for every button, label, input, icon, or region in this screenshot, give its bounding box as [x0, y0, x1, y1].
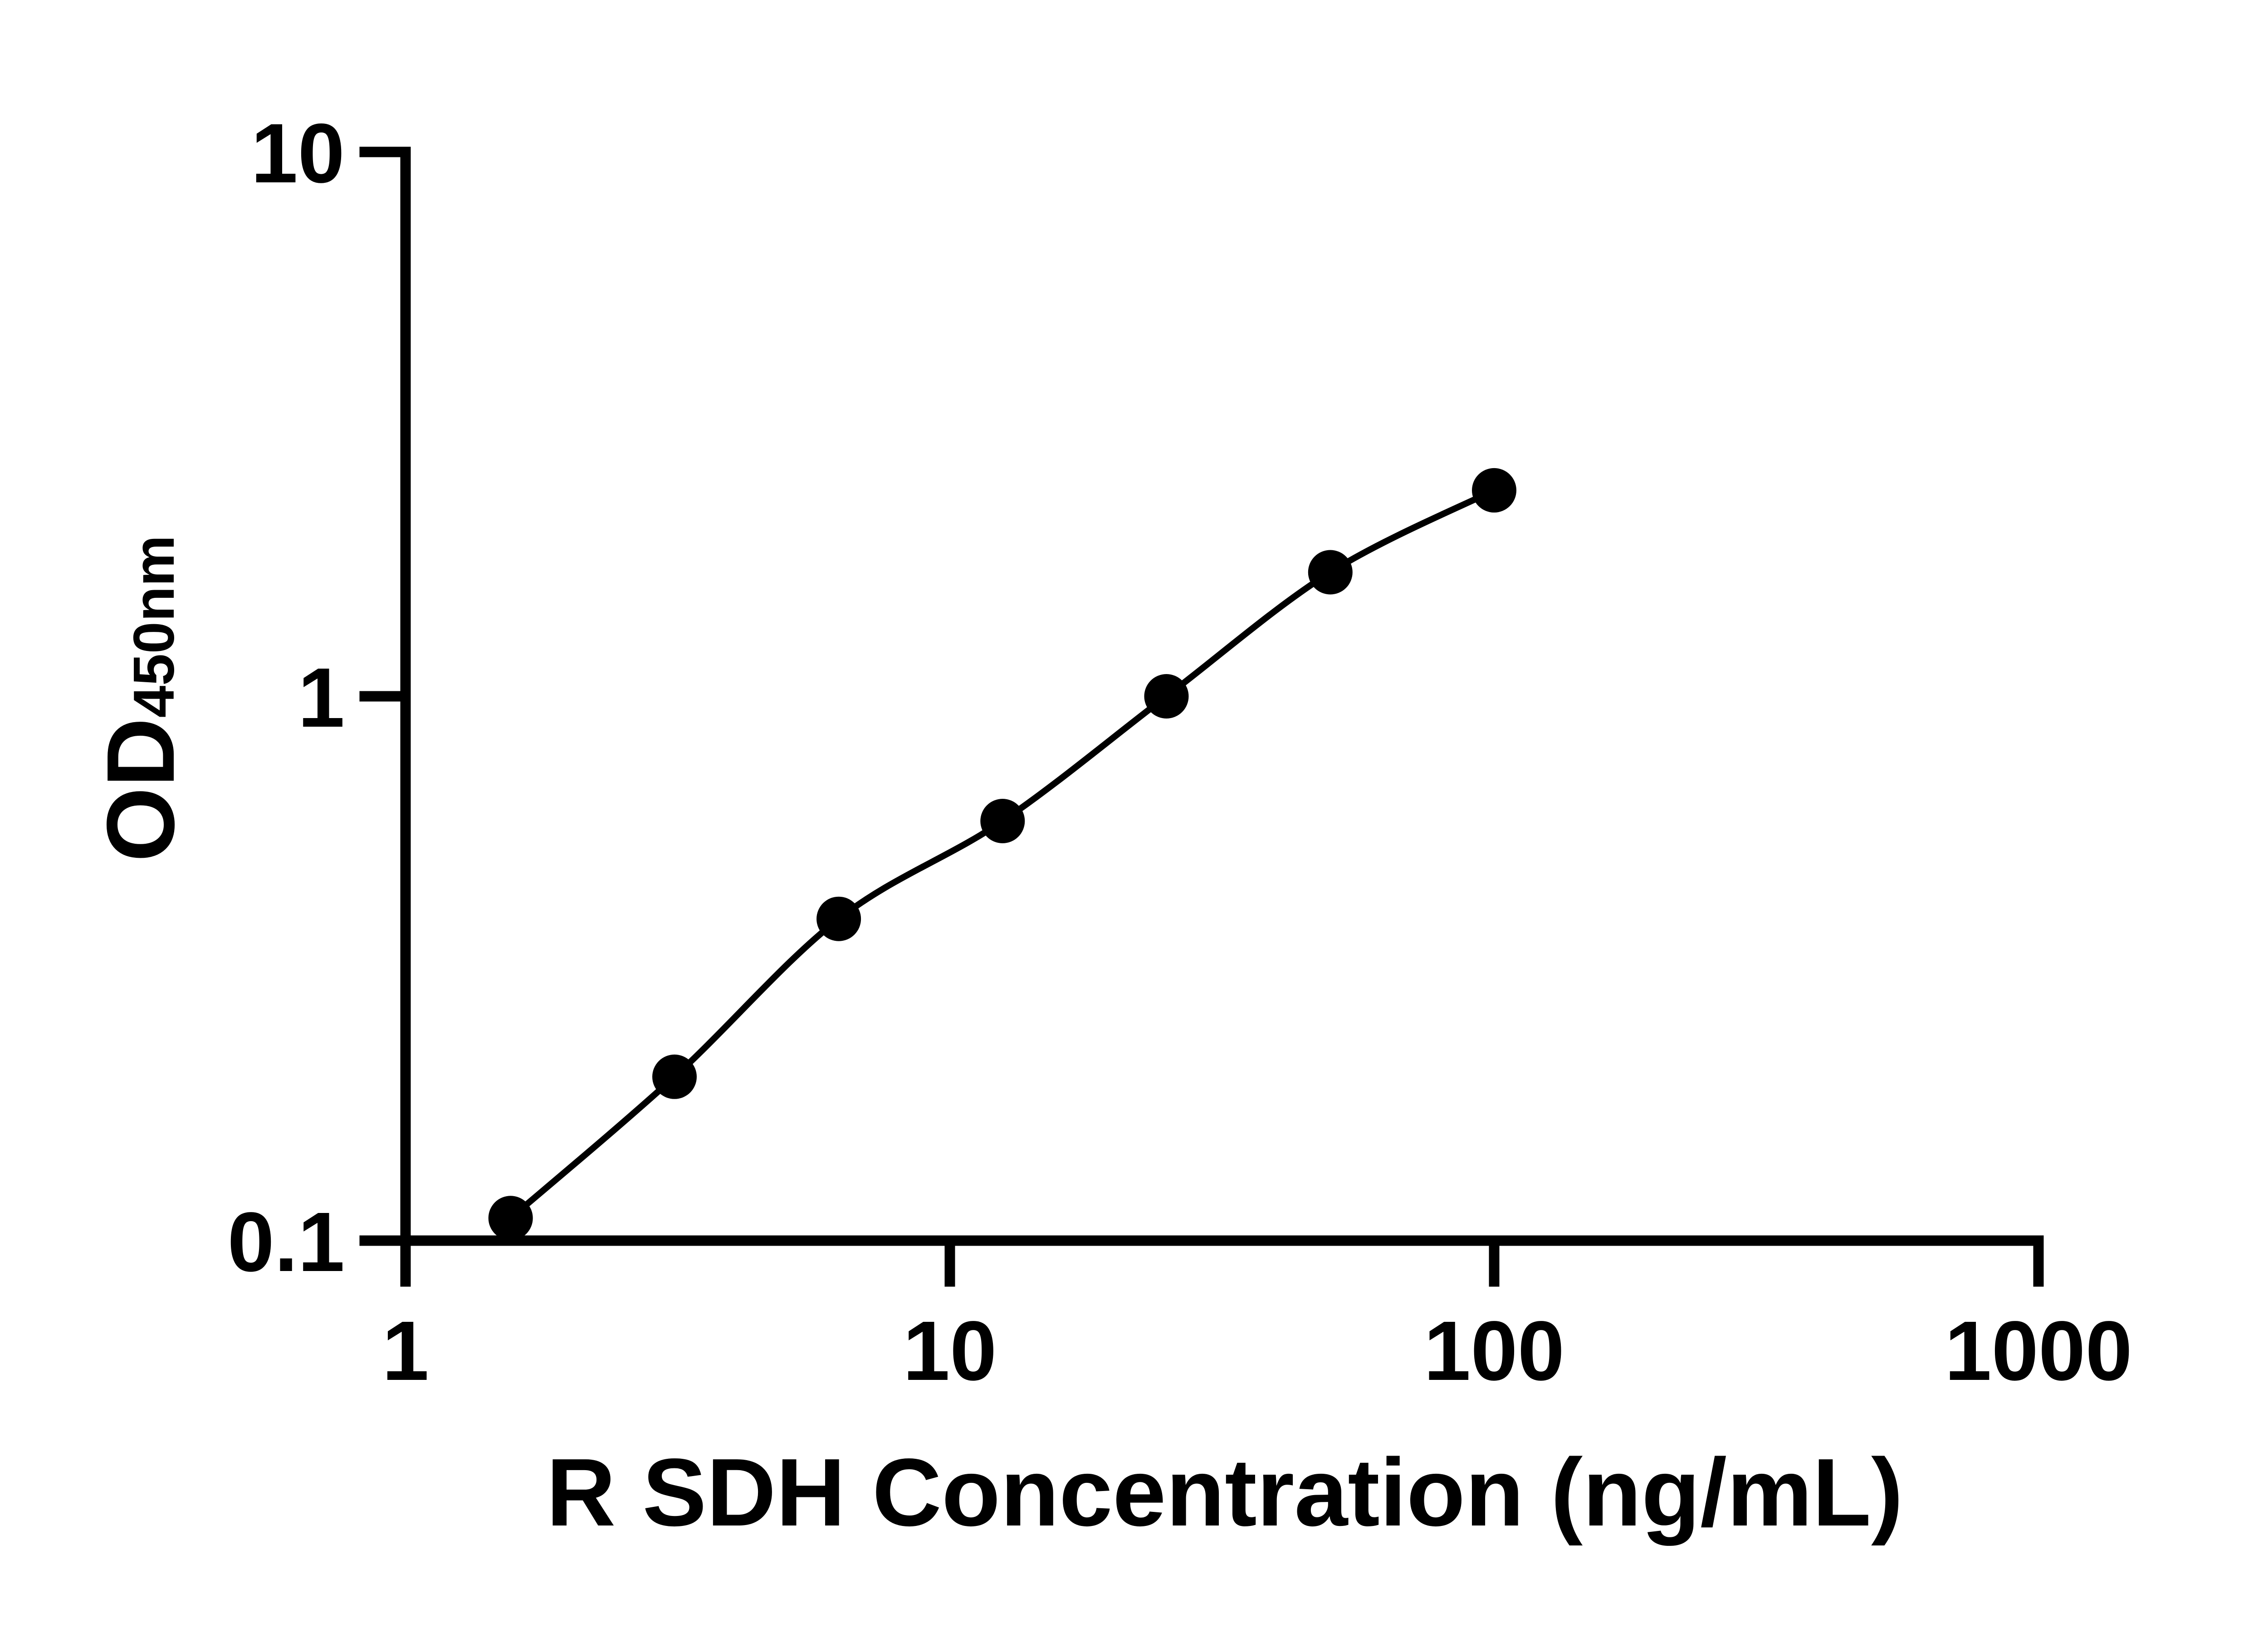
data-points — [488, 468, 1516, 1241]
axes — [400, 147, 2044, 1246]
data-point-marker — [1144, 674, 1189, 719]
y-axis-title-main: OD — [87, 718, 194, 862]
axis-ticks — [359, 147, 2044, 1287]
x-tick-label: 100 — [1424, 1304, 1564, 1398]
y-axis-title-subscript: 450nm — [122, 535, 186, 718]
axis-tick-labels: 1 10 100 1000 10 1 0.1 — [227, 107, 2132, 1398]
y-tick-label: 10 — [251, 107, 345, 200]
data-point-marker — [816, 896, 861, 941]
fit-curve — [508, 487, 1496, 1221]
x-tick-label: 1 — [382, 1304, 429, 1398]
data-point-marker — [980, 799, 1025, 843]
y-tick-label: 0.1 — [227, 1195, 345, 1289]
y-tick-label: 1 — [298, 651, 345, 745]
data-point-marker — [488, 1196, 533, 1241]
x-tick-label: 1000 — [1945, 1304, 2132, 1398]
data-point-marker — [652, 1054, 697, 1099]
x-tick-label: 10 — [903, 1304, 997, 1398]
x-axis-title: R SDH Concentration (ng/mL) — [546, 1438, 1903, 1546]
standard-curve-line — [508, 487, 1496, 1221]
data-point-marker — [1308, 550, 1353, 595]
data-point-marker — [1472, 468, 1516, 513]
y-axis-title: OD450nm — [87, 535, 194, 862]
